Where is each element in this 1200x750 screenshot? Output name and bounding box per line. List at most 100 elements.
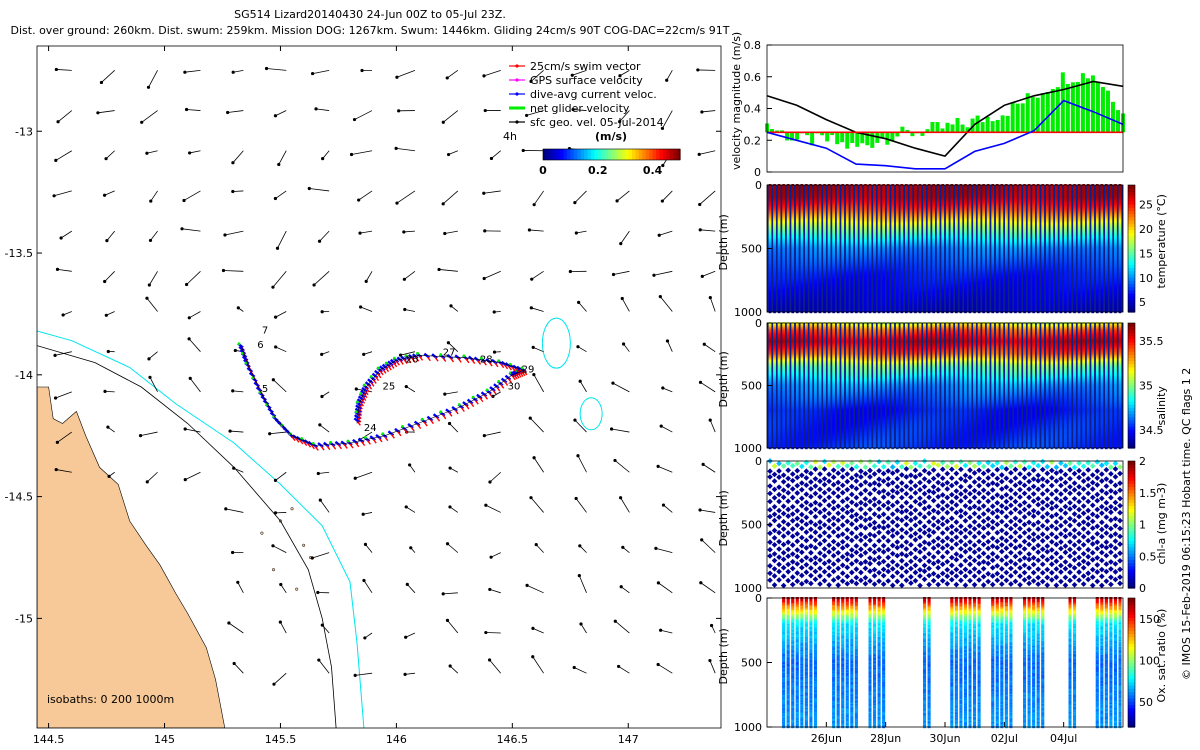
- current-vector: [146, 70, 158, 89]
- current-vector: [221, 268, 244, 273]
- swim-vector-marker: [393, 362, 398, 368]
- colorbar: [542, 148, 681, 161]
- current-vector: [491, 391, 501, 398]
- swim-vector-marker: [314, 446, 319, 451]
- current-vector: [53, 391, 72, 400]
- swim-vector-marker: [358, 407, 363, 413]
- current-vector: [232, 466, 244, 473]
- current-vector: [665, 339, 673, 352]
- current-vector: [310, 552, 330, 560]
- net-velocity-marker: [420, 417, 424, 421]
- swim-vector-marker: [511, 375, 516, 381]
- swim-vector-marker: [496, 386, 501, 392]
- current-vector: [54, 150, 72, 163]
- current-vector: [570, 69, 587, 77]
- net-velocity-marker: [497, 359, 501, 363]
- dive-avg-marker: [246, 367, 254, 373]
- day-label: 28: [480, 355, 493, 366]
- colorbar-tick: 0: [539, 164, 547, 177]
- current-vector: [445, 70, 459, 80]
- current-vector: [103, 271, 115, 284]
- current-vector: [699, 581, 716, 594]
- current-vector: [700, 110, 716, 114]
- current-vector: [576, 454, 587, 473]
- current-vector: [532, 456, 544, 473]
- current-vector: [271, 271, 287, 289]
- net-velocity-bar: [935, 122, 940, 133]
- current-vector: [656, 464, 673, 473]
- dive-avg-marker: [364, 381, 372, 388]
- current-vector: [611, 381, 630, 393]
- current-vector: [482, 69, 501, 78]
- current-vector: [357, 190, 373, 202]
- swim-vector-marker: [374, 376, 380, 382]
- glider-track: [237, 342, 528, 451]
- net-velocity-bar: [985, 116, 990, 133]
- current-vector: [278, 620, 287, 634]
- swim-vector-marker: [410, 426, 415, 432]
- current-vector: [441, 110, 459, 124]
- swim-vector-marker: [519, 372, 524, 377]
- net-velocity-bar: [990, 121, 995, 133]
- current-vector: [698, 508, 716, 513]
- swim-vector-marker: [395, 360, 400, 366]
- net-velocity-bar: [1105, 90, 1110, 133]
- current-vector: [482, 270, 501, 281]
- dive-avg-marker: [267, 407, 274, 414]
- island: [290, 507, 294, 511]
- dive-avg-marker: [379, 365, 386, 372]
- colorbar-label: (m/s): [595, 130, 627, 143]
- swim-vector-marker: [382, 368, 387, 374]
- current-vector: [227, 621, 244, 634]
- current-vector: [273, 471, 287, 482]
- swim-vector-marker: [488, 361, 493, 367]
- current-vector: [275, 230, 287, 250]
- current-vector: [482, 431, 501, 438]
- swim-vector-marker: [488, 392, 493, 398]
- current-vector: [145, 471, 158, 484]
- swim-vector-marker: [479, 397, 484, 403]
- swim-vector-marker: [399, 359, 404, 365]
- net-velocity-bar: [820, 132, 825, 136]
- current-vector: [271, 378, 287, 393]
- current-vector: [525, 583, 544, 594]
- current-vector: [363, 632, 373, 640]
- legend-label: dive-avg current veloc.: [530, 88, 657, 101]
- net-velocity-bar: [1115, 110, 1120, 133]
- net-velocity-bar: [960, 124, 965, 133]
- current-vector: [52, 190, 72, 198]
- y-tick-label: 0.4: [744, 103, 762, 116]
- net-velocity-bar: [975, 115, 980, 133]
- swim-vector-marker: [507, 365, 513, 371]
- net-velocity-bar: [1000, 115, 1005, 133]
- current-vector: [660, 110, 673, 130]
- net-velocity-bar: [1095, 81, 1100, 133]
- current-vector: [317, 230, 330, 243]
- current-vector: [53, 351, 72, 357]
- swim-vector-marker: [291, 436, 296, 442]
- current-vector: [531, 626, 544, 634]
- current-vector: [55, 431, 73, 444]
- current-vector: [619, 230, 630, 246]
- swim-vector-marker: [384, 436, 389, 442]
- swim-vector-marker: [397, 431, 402, 437]
- legend-entry: net glider velocity: [509, 102, 630, 115]
- net-velocity-marker: [485, 388, 489, 392]
- current-vector: [611, 270, 630, 277]
- net-velocity-bar: [805, 132, 810, 136]
- current-vector: [532, 190, 544, 207]
- figure-title: SG514 Lizard20140430 24-Jun 00Z to 05-Ju…: [0, 8, 740, 21]
- current-vector: [320, 351, 330, 356]
- current-vector: [532, 372, 544, 393]
- net-velocity-bar: [1065, 83, 1070, 133]
- swim-vector-marker: [483, 394, 489, 400]
- net-velocity-marker: [369, 375, 373, 378]
- swim-vector-marker: [442, 414, 447, 420]
- day-label: 30: [508, 381, 521, 392]
- current-vector: [145, 296, 158, 312]
- current-vector: [448, 505, 459, 513]
- current-vector: [708, 418, 716, 433]
- current-vector: [231, 389, 244, 393]
- net-velocity-marker: [362, 383, 366, 387]
- legend-label: 25cm/s swim vector: [530, 60, 641, 73]
